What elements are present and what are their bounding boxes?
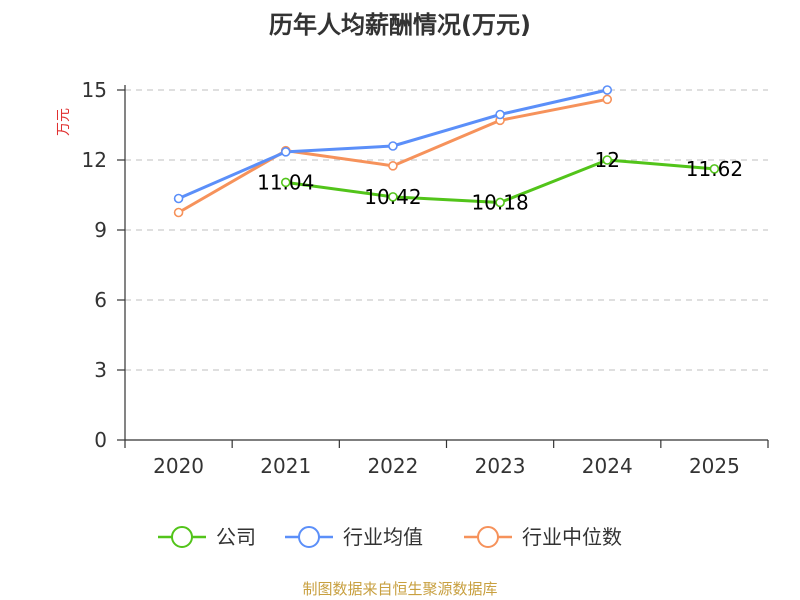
gridlines (125, 89, 768, 371)
point-s1-2024 (602, 85, 613, 95)
y-tick-label-12: 12 (82, 148, 107, 172)
data-label-2021: 11.04 (257, 170, 314, 194)
y-tick-label-6: 6 (94, 288, 107, 312)
point-s2-2024 (602, 94, 613, 105)
data-label-2024: 12 (595, 148, 620, 172)
x-tick-label-2020: 2020 (153, 454, 204, 478)
point-s2-2020 (173, 207, 184, 218)
point-s0-2025 (709, 164, 720, 174)
axes (117, 85, 769, 448)
y-tick-label-0: 0 (94, 428, 107, 452)
y-axis-label: 万元 (56, 108, 72, 136)
tick-labels: 0 3 6 9 12 15 2020 2021 2022 2023 2024 2025 (82, 78, 740, 478)
point-s0-2024 (602, 155, 613, 165)
y-tick-label-15: 15 (82, 78, 107, 102)
data-label-2022: 10.42 (364, 185, 421, 209)
x-tick-label-2025: 2025 (689, 454, 740, 478)
point-s2-2022 (388, 161, 398, 171)
point-s1-2023 (495, 109, 505, 120)
legend-label-0: 公司 (216, 525, 256, 549)
source-note: 制图数据来自恒生聚源数据库 (302, 580, 497, 598)
x-tick-label-2023: 2023 (475, 454, 526, 478)
data-labels: 11.04 10.42 10.18 12 11.62 (257, 148, 743, 214)
point-s1-2020 (173, 193, 184, 204)
data-label-2023: 10.18 (471, 190, 528, 214)
point-s0-2021 (280, 177, 291, 188)
point-s1-2021 (280, 147, 291, 157)
x-tick-label-2024: 2024 (582, 454, 633, 478)
point-s1-2022 (388, 141, 398, 151)
series-points (173, 85, 720, 218)
legend-marker-0 (171, 526, 193, 548)
x-tick-label-2022: 2022 (367, 454, 418, 478)
x-tick-label-2021: 2021 (260, 454, 311, 478)
legend-marker-2 (477, 526, 499, 548)
y-tick-label-3: 3 (94, 358, 107, 382)
legend: 公司 行业均值 行业中位数 (158, 525, 622, 549)
point-s0-2022 (388, 192, 398, 202)
legend-label-1: 行业均值 (343, 525, 423, 549)
data-label-2025: 11.62 (686, 157, 743, 181)
point-s0-2023 (495, 197, 505, 208)
y-tick-label-9: 9 (94, 218, 107, 242)
legend-marker-1 (298, 526, 320, 548)
chart-title: 历年人均薪酬情况(万元) (269, 11, 531, 39)
legend-label-2: 行业中位数 (522, 525, 622, 549)
